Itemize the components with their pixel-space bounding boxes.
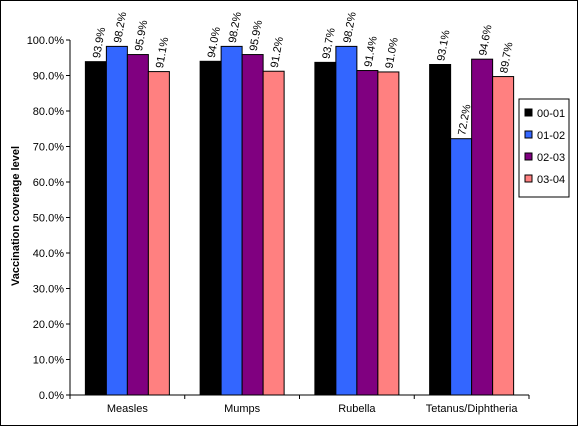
y-tick-label: 40.0% — [33, 248, 64, 260]
bar-03-04-rubella — [377, 71, 400, 396]
x-category-label: Rubella — [338, 403, 376, 415]
bar-00-01-tetanus-diphtheria — [429, 63, 452, 396]
data-label: 94.0% — [206, 26, 223, 59]
y-tick-label: 60.0% — [33, 177, 64, 189]
data-label: 91.4% — [363, 35, 380, 68]
data-label: 91.2% — [269, 36, 286, 69]
legend-label: 02-03 — [537, 152, 565, 164]
y-tick-label: 50.0% — [33, 213, 64, 225]
data-label: 98.2% — [227, 11, 244, 44]
y-tick-label: 100.0% — [27, 35, 65, 47]
y-tick-label: 70.0% — [33, 142, 64, 154]
bar-02-03-measles — [126, 54, 149, 396]
data-label: 94.6% — [477, 24, 494, 57]
bar-02-03-tetanus-diphtheria — [471, 58, 494, 396]
bar-01-02-tetanus-diphtheria — [450, 138, 473, 396]
bar-01-02-measles — [105, 45, 128, 396]
bar-00-01-mumps — [199, 60, 222, 396]
data-label: 98.2% — [342, 11, 359, 44]
data-label: 93.9% — [91, 26, 108, 59]
plot-area: 0.0% 10.0% 20.0% 30.0% 40.0% 50.0% 60.0% 70.0% 8… — [27, 11, 530, 415]
x-category-label: Mumps — [224, 403, 261, 415]
y-tick-label: 80.0% — [33, 106, 64, 118]
bar-03-04-tetanus-diphtheria — [492, 76, 515, 396]
legend-swatch — [524, 130, 533, 139]
y-tick-label: 0.0% — [39, 390, 64, 402]
legend-label: 01-02 — [537, 130, 565, 142]
legend-swatch — [524, 108, 533, 117]
y-tick-label: 20.0% — [33, 319, 64, 331]
x-category-label: Measles — [107, 403, 148, 415]
bar-01-02-rubella — [335, 45, 358, 396]
bar-02-03-rubella — [356, 70, 379, 396]
data-label: 98.2% — [112, 11, 129, 44]
data-label: 72.2% — [456, 103, 473, 136]
legend-swatch — [524, 152, 533, 161]
bar-01-02-mumps — [220, 45, 243, 396]
y-tick-label: 30.0% — [33, 284, 64, 296]
data-label: 91.0% — [384, 36, 401, 69]
y-tick-label: 90.0% — [33, 71, 64, 83]
data-label: 93.7% — [321, 27, 338, 60]
bar-03-04-measles — [147, 71, 170, 396]
legend-label: 00-01 — [537, 108, 565, 120]
data-label: 91.1% — [154, 36, 171, 69]
y-axis-title: Vaccination coverage level — [10, 146, 22, 286]
legend-label: 03-04 — [537, 174, 565, 186]
bar-00-01-rubella — [314, 61, 337, 396]
data-label: 95.9% — [133, 19, 150, 52]
legend: 00-01 01-02 02-03 03-04 — [518, 98, 570, 198]
data-label: 89.7% — [498, 41, 515, 74]
y-tick-label: 10.0% — [33, 355, 64, 367]
bar-00-01-measles — [84, 61, 107, 396]
legend-swatch — [524, 174, 533, 183]
x-category-label: Tetanus/Diphtheria — [426, 403, 519, 415]
bar-02-03-mumps — [241, 54, 264, 396]
bar-03-04-mumps — [262, 70, 285, 396]
data-label: 93.1% — [435, 29, 452, 62]
data-label: 95.9% — [248, 19, 265, 52]
